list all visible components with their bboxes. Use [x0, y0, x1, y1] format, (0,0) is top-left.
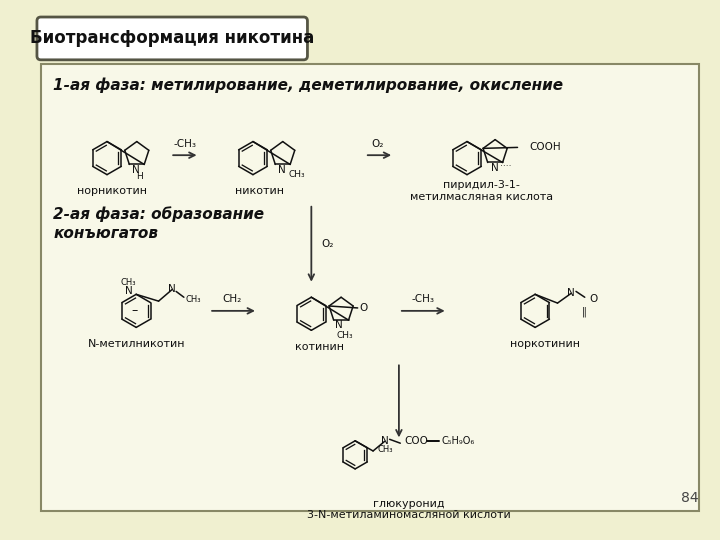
Text: ....: .... [500, 159, 512, 168]
Text: CH₃: CH₃ [186, 295, 202, 303]
Text: ‖: ‖ [581, 307, 586, 318]
Text: Биотрансформация никотина: Биотрансформация никотина [30, 29, 315, 48]
Text: N: N [132, 165, 140, 175]
Text: COO: COO [404, 436, 428, 446]
Text: C₅H₉O₆: C₅H₉O₆ [441, 436, 474, 446]
Text: пиридил-3-1-
метилмасляная кислота: пиридил-3-1- метилмасляная кислота [410, 180, 553, 202]
Text: котинин: котинин [294, 342, 343, 352]
Text: O₂: O₂ [372, 138, 384, 149]
Text: N: N [491, 163, 499, 173]
Text: N: N [336, 320, 343, 330]
Text: никотин: никотин [235, 186, 284, 196]
Text: N-метилникотин: N-метилникотин [87, 339, 185, 349]
Text: N: N [381, 436, 389, 446]
Text: –: – [131, 305, 138, 318]
FancyBboxPatch shape [41, 64, 698, 511]
Text: CH₃: CH₃ [377, 444, 392, 454]
Text: N: N [168, 285, 176, 294]
Text: N: N [567, 288, 575, 299]
Text: O₂: O₂ [321, 239, 333, 249]
Text: CH₃: CH₃ [337, 330, 354, 340]
Text: COOH: COOH [529, 143, 561, 152]
Text: 2-ая фаза: образование
конъюгатов: 2-ая фаза: образование конъюгатов [53, 207, 265, 241]
Text: CH₃: CH₃ [289, 170, 305, 179]
Text: 84: 84 [681, 491, 698, 505]
Text: O: O [359, 303, 368, 313]
Text: CH₂: CH₂ [222, 294, 241, 304]
Text: H: H [136, 172, 143, 181]
Text: -CH₃: -CH₃ [412, 294, 435, 304]
Text: N: N [278, 165, 286, 175]
Text: CH₃: CH₃ [121, 278, 136, 287]
Text: норникотин: норникотин [77, 186, 147, 196]
Text: глюкуронид
3-N-метиламиномасляной кислоти: глюкуронид 3-N-метиламиномасляной кислот… [307, 498, 510, 520]
Text: N: N [125, 286, 132, 296]
Text: O: O [590, 294, 598, 304]
Text: -CH₃: -CH₃ [174, 138, 197, 149]
FancyBboxPatch shape [37, 17, 307, 60]
Text: норкотинин: норкотинин [510, 339, 580, 349]
Text: 1-ая фаза: метилирование, деметилирование, окисление: 1-ая фаза: метилирование, деметилировани… [53, 77, 564, 93]
